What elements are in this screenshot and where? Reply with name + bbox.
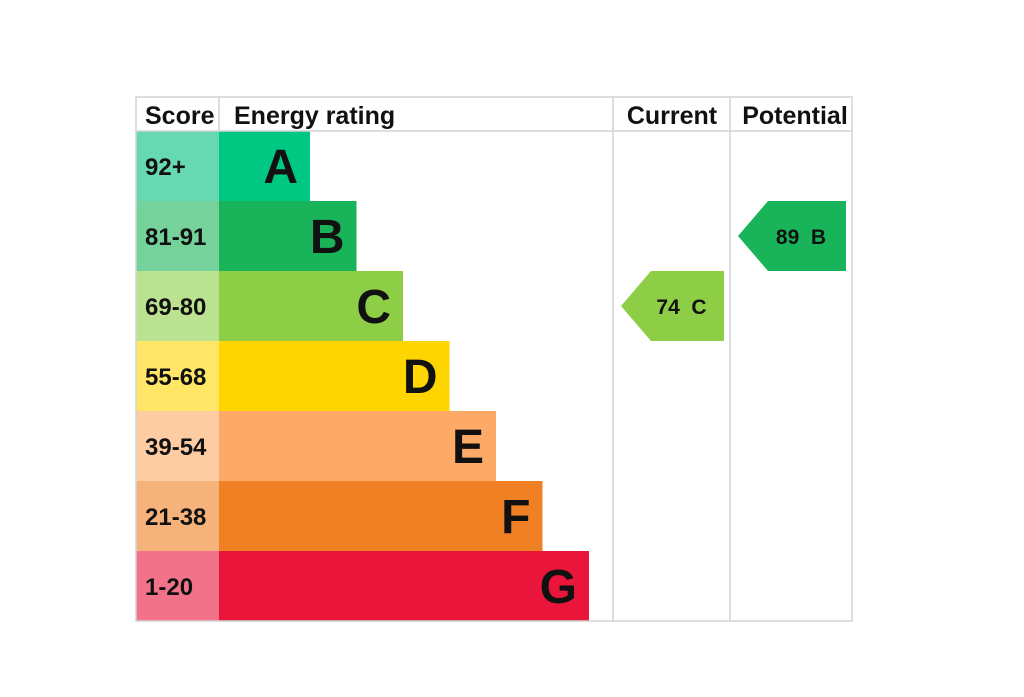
score-cell-c xyxy=(136,271,219,341)
band-row-a: 92+ A xyxy=(136,131,310,201)
current-rating: 74 C xyxy=(621,271,724,341)
band-letter-e: E xyxy=(452,421,484,474)
score-range-g: 1-20 xyxy=(145,574,193,601)
band-bar-b xyxy=(219,201,357,271)
score-cell-d xyxy=(136,341,219,411)
table-border xyxy=(135,96,853,622)
band-letter-b: B xyxy=(310,211,345,264)
score-range-d: 55-68 xyxy=(145,364,206,391)
band-bar-d xyxy=(219,341,450,411)
band-letter-g: G xyxy=(540,561,577,614)
header-score: Score xyxy=(145,102,215,130)
band-row-f: 21-38 F xyxy=(136,481,543,551)
score-range-e: 39-54 xyxy=(145,434,207,461)
band-row-c: 69-80 C xyxy=(136,271,403,341)
band-bar-c xyxy=(219,271,403,341)
score-range-c: 69-80 xyxy=(145,294,206,321)
band-letter-a: A xyxy=(263,141,298,194)
band-bar-f xyxy=(219,481,543,551)
header-potential: Potential xyxy=(742,102,848,130)
band-letter-c: C xyxy=(356,281,391,334)
band-row-g: 1-20 G xyxy=(136,551,589,621)
header-current: Current xyxy=(627,102,718,130)
band-bar-e xyxy=(219,411,496,481)
rating-bands: 92+ A 81-91 B 69-80 C 55-68 D 39-54 E 21-38 F 1-20 G xyxy=(136,131,589,621)
table-grid xyxy=(135,96,853,622)
band-bar-g xyxy=(219,551,589,621)
score-cell-f xyxy=(136,481,219,551)
potential-rating-label: 89 B xyxy=(776,226,826,249)
score-range-f: 21-38 xyxy=(145,504,206,531)
score-range-b: 81-91 xyxy=(145,224,206,251)
band-row-e: 39-54 E xyxy=(136,411,496,481)
current-rating-label: 74 C xyxy=(656,296,706,319)
band-row-b: 81-91 B xyxy=(136,201,357,271)
score-cell-e xyxy=(136,411,219,481)
potential-rating-arrow xyxy=(738,201,846,271)
score-cell-b xyxy=(136,201,219,271)
current-rating-arrow xyxy=(621,271,724,341)
header-energy-rating: Energy rating xyxy=(234,102,395,130)
band-letter-f: F xyxy=(501,491,530,544)
band-row-d: 55-68 D xyxy=(136,341,450,411)
band-letter-d: D xyxy=(403,351,438,404)
potential-rating: 89 B xyxy=(738,201,846,271)
score-cell-a xyxy=(136,131,219,201)
score-cell-g xyxy=(136,551,219,621)
rating-indicators: 74 C 89 B xyxy=(621,201,846,341)
band-bar-a xyxy=(219,131,310,201)
score-range-a: 92+ xyxy=(145,154,186,181)
